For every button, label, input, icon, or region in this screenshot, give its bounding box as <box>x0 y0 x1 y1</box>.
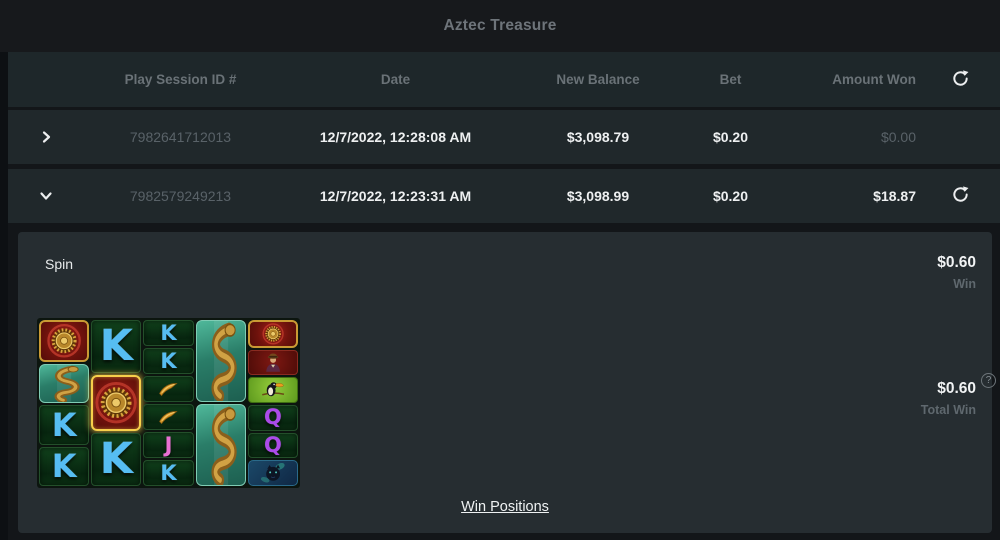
win-amount: $0.60 <box>937 254 976 271</box>
symbol-medallion <box>247 320 299 348</box>
session-history: Play Session ID # Date New Balance Bet A… <box>8 52 1000 540</box>
chevron-right-icon[interactable] <box>39 130 53 144</box>
header-bet: Bet <box>719 72 742 87</box>
symbol-K: K <box>91 432 142 486</box>
symbol-boomerang <box>143 376 194 402</box>
win-label: Win <box>953 277 976 291</box>
total-win-block: $0.60 ? Total Win <box>920 373 996 417</box>
refresh-icon <box>951 185 970 207</box>
reel-column <box>195 320 246 486</box>
symbol-K: K <box>143 460 194 486</box>
symbol-boomerang <box>143 404 194 430</box>
titlebar: Aztec Treasure <box>0 0 1000 52</box>
symbol-snake <box>39 363 90 403</box>
cell-bet: $0.20 <box>712 188 749 204</box>
header-date: Date <box>380 72 411 87</box>
refresh-icon <box>951 69 970 91</box>
cell-new-balance: $3,098.99 <box>566 188 630 204</box>
symbol-J: J <box>143 432 194 458</box>
symbol-K: K <box>91 320 142 374</box>
cell-amount-won: $18.87 <box>873 188 916 204</box>
table-row[interactable]: 7982641712013 12/7/2022, 12:28:08 AM $3,… <box>8 110 1000 164</box>
header-session-id: Play Session ID # <box>124 72 237 87</box>
symbol-toucan <box>247 377 299 404</box>
symbol-K: K <box>143 320 194 346</box>
symbol-Q: Q <box>247 432 299 459</box>
table-header-row: Play Session ID # Date New Balance Bet A… <box>8 52 1000 107</box>
game-title: Aztec Treasure <box>443 17 557 34</box>
replay-button[interactable] <box>948 182 973 210</box>
symbol-panther <box>247 460 299 487</box>
table-row[interactable]: 7982579249213 12/7/2022, 12:23:31 AM $3,… <box>8 169 1000 223</box>
cell-session-id: 7982641712013 <box>129 129 232 145</box>
symbol-Q: Q <box>247 405 299 431</box>
total-win-label: Total Win <box>920 403 976 417</box>
header-amount-won: Amount Won <box>832 72 916 87</box>
symbol-snake <box>195 404 246 486</box>
cell-amount-won: $0.00 <box>880 129 916 145</box>
spin-label: Spin <box>45 256 74 272</box>
win-positions-link[interactable]: Win Positions <box>461 499 549 515</box>
symbol-medallion <box>39 320 90 362</box>
symbol-K: K <box>143 348 194 374</box>
symbol-snake <box>195 320 246 402</box>
symbol-adventurer <box>247 349 299 376</box>
symbol-K: K <box>39 446 90 486</box>
total-win-amount: $0.60 <box>937 380 976 397</box>
cell-date: 12/7/2022, 12:23:31 AM <box>319 188 472 204</box>
chevron-down-icon[interactable] <box>39 189 53 203</box>
cell-date: 12/7/2022, 12:28:08 AM <box>319 129 472 145</box>
cell-session-id: 7982579249213 <box>129 188 232 204</box>
cell-bet: $0.20 <box>712 129 749 145</box>
symbol-medallion-highlighted <box>91 375 142 431</box>
header-new-balance: New Balance <box>556 72 640 87</box>
symbol-K: K <box>39 405 90 445</box>
refresh-button[interactable] <box>948 66 973 94</box>
question-mark-icon[interactable]: ? <box>981 373 996 388</box>
win-block: $0.60 Win <box>937 254 976 291</box>
cell-new-balance: $3,098.79 <box>566 129 630 145</box>
